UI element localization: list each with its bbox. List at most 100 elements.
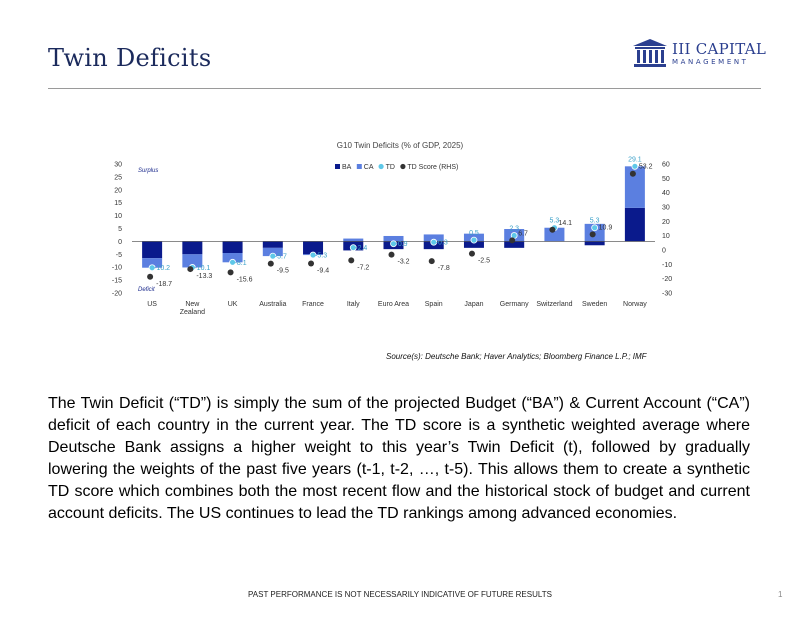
td-score-data-label: -15.6 <box>237 276 253 283</box>
td-score-point <box>308 260 315 267</box>
y-tick-left-label: -15 <box>112 278 122 285</box>
legend-swatch-3 <box>400 163 406 170</box>
ca-bar <box>222 253 243 263</box>
logo-text: III CAPITAL <box>672 40 767 58</box>
td-point <box>631 162 639 170</box>
td-point <box>229 258 236 266</box>
x-tick-label: Germany <box>500 301 529 308</box>
td-data-label: -5.7 <box>275 254 287 261</box>
td-score-data-label: 53.2 <box>639 164 653 171</box>
td-score-point <box>629 170 636 177</box>
x-tick-label: Zealand <box>180 309 205 316</box>
y-tick-left-label: -10 <box>112 265 122 272</box>
td-data-label: -2.4 <box>355 245 367 252</box>
x-tick-label: UK <box>228 301 238 308</box>
td-data-label: 2.3 <box>509 225 519 232</box>
td-data-label: -10.2 <box>154 265 170 272</box>
td-score-point <box>147 273 154 280</box>
legend-swatch-2 <box>378 163 384 170</box>
td-score-data-label: -2.5 <box>478 258 490 265</box>
legend-label-1: CA <box>364 164 374 171</box>
td-data-label: 5.3 <box>550 218 560 225</box>
twin-deficits-chart: G10 Twin Deficits (% of GDP, 2025) BA CA TD… <box>110 130 690 325</box>
td-score-data-label: 14.1 <box>558 220 572 227</box>
x-tick-label: New <box>185 301 200 308</box>
ca-bar <box>544 227 565 242</box>
ba-bar <box>463 241 484 248</box>
td-data-label: 5.3 <box>590 218 600 225</box>
x-tick-label: Euro Area <box>378 301 409 308</box>
y-tick-left-label: 10 <box>114 213 122 220</box>
y-tick-left-label: 0 <box>118 239 122 246</box>
td-point <box>390 240 397 248</box>
chart-svg: G10 Twin Deficits (% of GDP, 2025) BA CA TD… <box>112 141 672 316</box>
deficit-label: Deficit <box>138 287 155 293</box>
td-score-point <box>509 237 516 244</box>
td-score-data-label: 10.9 <box>599 224 613 231</box>
td-data-label: -0.9 <box>396 241 408 248</box>
td-score-point <box>348 257 355 264</box>
td-point <box>430 238 438 246</box>
ba-bar <box>142 241 163 259</box>
y-tick-right-label: 30 <box>662 205 670 212</box>
td-score-point <box>428 258 435 265</box>
body-paragraph: The Twin Deficit (“TD”) is simply the su… <box>48 395 750 522</box>
ba-bar <box>624 207 645 242</box>
x-tick-label: France <box>302 301 324 308</box>
x-tick-label: Japan <box>464 301 483 308</box>
chart-title: G10 Twin Deficits (% of GDP, 2025) <box>337 141 464 150</box>
y-tick-right-label: 20 <box>662 219 670 226</box>
page-title: Twin Deficits <box>48 44 212 72</box>
td-data-label: -0.3 <box>436 240 448 247</box>
building-icon <box>633 39 667 67</box>
y-tick-right-label: -20 <box>662 276 672 283</box>
ba-bar <box>303 241 324 255</box>
y-tick-left-label: -20 <box>112 291 122 298</box>
td-score-point <box>468 250 475 257</box>
x-tick-label: US <box>147 301 157 308</box>
x-tick-label: Spain <box>425 301 443 308</box>
x-tick-label: Switzerland <box>536 301 572 308</box>
td-score-point <box>549 226 556 233</box>
surplus-label: Surplus <box>138 168 158 174</box>
y-tick-right-label: -30 <box>662 291 672 298</box>
x-tick-label: Australia <box>259 301 286 308</box>
ca-bar <box>142 258 163 268</box>
y-tick-right-label: 40 <box>662 190 670 197</box>
y-tick-right-label: 60 <box>662 162 670 169</box>
legend-label-2: TD <box>386 164 395 171</box>
td-score-point <box>187 266 194 273</box>
x-tick-label: Sweden <box>582 301 607 308</box>
ca-bar <box>182 254 203 268</box>
source-note: Source(s): Deutsche Bank; Haver Analytic… <box>386 352 647 361</box>
td-score-point <box>388 251 395 258</box>
td-score-data-label: -7.8 <box>438 265 450 272</box>
ca-bar <box>423 234 444 242</box>
y-tick-right-label: 0 <box>662 248 666 255</box>
y-tick-right-label: 50 <box>662 176 670 183</box>
td-score-data-label: -9.4 <box>317 267 329 274</box>
td-score-data-label: 6.7 <box>518 230 528 237</box>
disclaimer-footer: PAST PERFORMANCE IS NOT NECESSARILY INDI… <box>248 590 552 599</box>
company-logo: III CAPITAL MANAGEMENT <box>632 38 766 70</box>
legend-swatch-0 <box>335 164 340 169</box>
td-point <box>470 236 478 244</box>
td-score-point <box>589 231 596 238</box>
x-tick-label: Italy <box>347 301 360 308</box>
td-point <box>309 251 317 259</box>
td-data-label: -10.1 <box>194 265 210 272</box>
td-score-data-label: -18.7 <box>156 281 172 288</box>
ca-bar <box>383 235 404 242</box>
ba-bar <box>262 241 283 248</box>
td-data-label: -8.1 <box>235 260 247 267</box>
y-tick-right-label: 10 <box>662 233 670 240</box>
y-tick-left-label: 30 <box>114 162 122 169</box>
y-tick-left-label: 15 <box>114 200 122 207</box>
y-tick-left-label: 5 <box>118 226 122 233</box>
ba-bar <box>222 241 243 254</box>
legend-label-0: BA <box>342 164 352 171</box>
td-score-point <box>267 260 274 267</box>
ba-bar <box>584 241 605 246</box>
title-rule <box>48 88 761 89</box>
page-number: 1 <box>778 590 783 599</box>
